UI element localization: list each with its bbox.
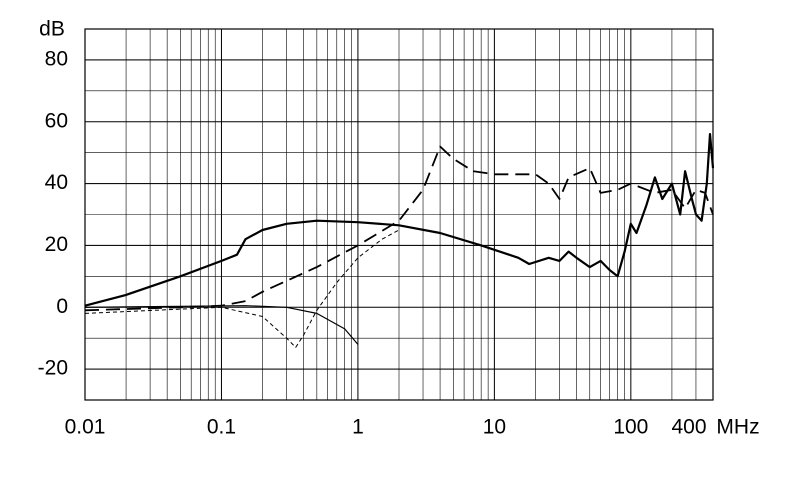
line (84, 305, 359, 345)
y-tick-label: 0 (56, 295, 68, 318)
x-unit: MHz (716, 416, 759, 439)
y-tick-label: 40 (45, 171, 68, 194)
y-tick-label: -20 (38, 357, 68, 380)
y-tick-label: 20 (45, 233, 68, 256)
x-tick-label: 0.01 (65, 416, 106, 439)
y-tick-label: 60 (45, 109, 68, 132)
x-tick-label: 1 (352, 416, 364, 439)
line (84, 145, 714, 312)
x-tick-label: 10 (483, 416, 506, 439)
line (84, 229, 400, 348)
x-tick-label: 0.1 (207, 416, 236, 439)
line (84, 133, 715, 307)
y-tick-label: 80 (45, 47, 68, 70)
x-tick-label: 100 (613, 416, 648, 439)
y-unit: dB (39, 18, 65, 41)
x-tick-label: 400 (671, 416, 706, 439)
